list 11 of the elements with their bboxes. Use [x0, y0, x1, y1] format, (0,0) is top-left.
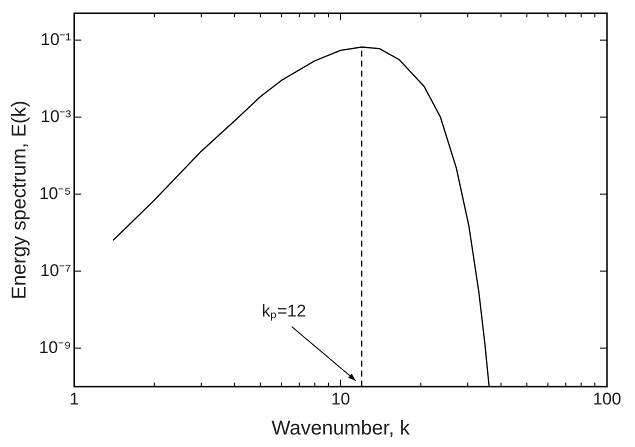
x-tick-label: 1: [69, 389, 79, 408]
y-tick-label: 10⁻⁹: [38, 338, 72, 357]
y-axis-title: Energy spectrum, E(k): [8, 100, 31, 300]
y-tick-label: 10⁻⁵: [39, 184, 72, 203]
y-tick-label: 10⁻³: [40, 106, 72, 126]
x-tick-label: 10: [331, 389, 350, 408]
x-axis-title: Wavenumber, k: [271, 418, 411, 440]
x-tick-label: 100: [592, 389, 622, 408]
ref-line-label: kₚ=12: [262, 302, 306, 322]
y-tick-label: 10⁻¹: [40, 30, 72, 49]
y-tick-label: 10⁻⁷: [40, 260, 72, 280]
